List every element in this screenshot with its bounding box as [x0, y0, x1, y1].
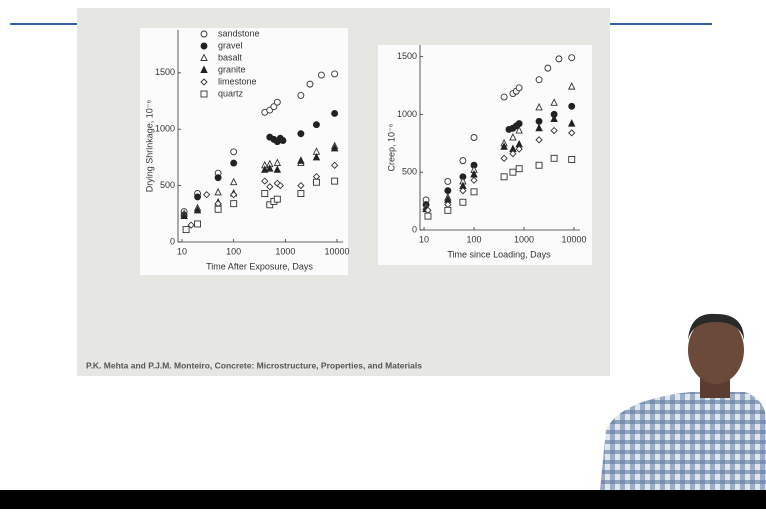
point: [231, 160, 237, 166]
x-tick-label: 10: [177, 246, 187, 256]
point: [545, 65, 551, 71]
point: [551, 155, 557, 161]
point: [195, 221, 201, 227]
point: [298, 131, 304, 137]
point: [313, 122, 319, 128]
point: [510, 169, 516, 175]
y-tick-label: 1000: [155, 124, 175, 134]
x-axis-label: Time After Exposure, Days: [206, 261, 313, 271]
y-tick-label: 1500: [397, 51, 417, 61]
point: [501, 94, 507, 100]
point: [445, 178, 451, 184]
point: [332, 71, 338, 77]
y-tick-label: 500: [160, 180, 175, 190]
point: [274, 196, 280, 202]
point: [460, 158, 466, 164]
point: [215, 206, 221, 212]
point: [183, 227, 189, 233]
y-tick-label: 0: [412, 224, 417, 234]
point: [460, 199, 466, 205]
bottom-bar: [0, 490, 766, 509]
legend-label: basalt: [218, 52, 243, 62]
point: [307, 81, 313, 87]
point: [516, 121, 522, 127]
legend-marker: [201, 31, 207, 37]
point: [516, 166, 522, 172]
point: [445, 188, 451, 194]
point: [298, 191, 304, 197]
point: [536, 162, 542, 168]
x-tick-label: 1000: [275, 246, 295, 256]
legend-label: gravel: [218, 40, 243, 50]
point: [332, 178, 338, 184]
screen: P.K. Mehta and P.J.M. Monteiro, Concrete…: [0, 0, 766, 509]
point: [536, 77, 542, 83]
chart-panel: [378, 45, 592, 265]
point: [195, 194, 201, 200]
point: [501, 174, 507, 180]
point: [231, 201, 237, 207]
point: [569, 55, 575, 61]
point: [215, 175, 221, 181]
point: [280, 138, 286, 144]
point: [262, 191, 268, 197]
point: [445, 207, 451, 213]
y-tick-label: 1500: [155, 67, 175, 77]
caption: P.K. Mehta and P.J.M. Monteiro, Concrete…: [86, 360, 422, 370]
x-tick-label: 1000: [514, 234, 534, 244]
point: [556, 56, 562, 62]
point: [298, 92, 304, 98]
point: [318, 72, 324, 78]
y-axis-label: Drying Shrinkage, 10⁻⁶: [144, 99, 154, 192]
y-tick-label: 1000: [397, 109, 417, 119]
point: [313, 179, 319, 185]
point: [274, 99, 280, 105]
point: [332, 110, 338, 116]
x-tick-label: 10: [419, 234, 429, 244]
y-tick-label: 0: [170, 236, 175, 246]
y-tick-label: 500: [402, 167, 417, 177]
point: [569, 103, 575, 109]
point: [231, 149, 237, 155]
point: [516, 85, 522, 91]
y-axis-label: Creep, 10⁻⁶: [386, 123, 396, 171]
legend-label: granite: [218, 64, 246, 74]
point: [569, 156, 575, 162]
point: [471, 189, 477, 195]
x-tick-label: 100: [466, 234, 481, 244]
legend-label: quartz: [218, 88, 244, 98]
legend-marker: [201, 91, 207, 97]
legend-marker: [201, 43, 207, 49]
point: [425, 213, 431, 219]
x-tick-label: 10000: [561, 234, 586, 244]
legend-label: sandstone: [218, 28, 260, 38]
x-tick-label: 10000: [324, 246, 349, 256]
x-tick-label: 100: [226, 246, 241, 256]
point: [536, 118, 542, 124]
legend-label: limestone: [218, 76, 257, 86]
x-axis-label: Time since Loading, Days: [447, 249, 551, 259]
point: [471, 135, 477, 141]
